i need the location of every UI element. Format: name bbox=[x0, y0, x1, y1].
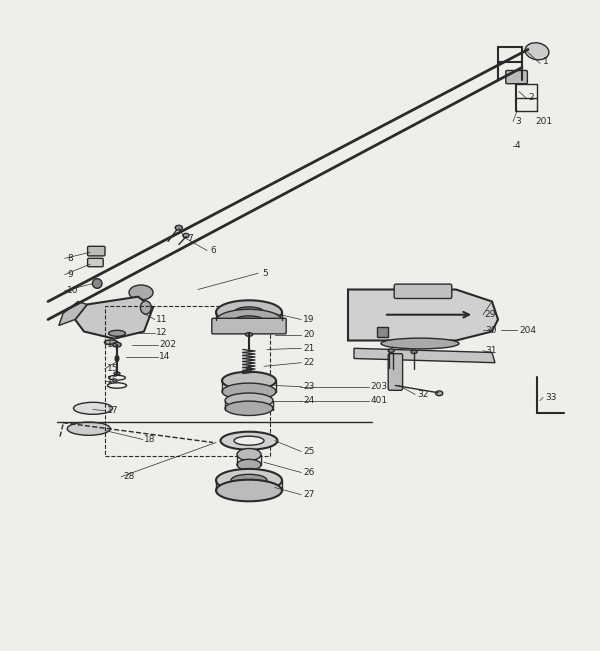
Ellipse shape bbox=[104, 340, 118, 344]
Ellipse shape bbox=[436, 391, 443, 396]
Ellipse shape bbox=[525, 43, 549, 60]
Text: 26: 26 bbox=[303, 468, 314, 477]
Text: 10: 10 bbox=[67, 286, 79, 295]
Text: 202: 202 bbox=[159, 340, 176, 349]
Ellipse shape bbox=[411, 350, 417, 353]
Text: 5: 5 bbox=[262, 269, 268, 278]
Ellipse shape bbox=[237, 449, 261, 460]
FancyBboxPatch shape bbox=[212, 318, 286, 334]
Text: 13: 13 bbox=[107, 340, 118, 349]
Circle shape bbox=[92, 279, 102, 288]
Text: 33: 33 bbox=[545, 393, 556, 402]
FancyBboxPatch shape bbox=[388, 353, 403, 391]
Ellipse shape bbox=[225, 393, 273, 408]
Text: 16: 16 bbox=[107, 376, 118, 385]
Text: 204: 204 bbox=[519, 326, 536, 335]
Text: 20: 20 bbox=[303, 330, 314, 339]
Ellipse shape bbox=[234, 316, 264, 326]
Text: 30: 30 bbox=[485, 326, 496, 335]
Polygon shape bbox=[75, 297, 153, 339]
Ellipse shape bbox=[234, 436, 264, 445]
Text: 17: 17 bbox=[107, 406, 118, 415]
Ellipse shape bbox=[221, 432, 277, 450]
Text: 25: 25 bbox=[303, 447, 314, 456]
Ellipse shape bbox=[74, 402, 113, 414]
Polygon shape bbox=[348, 290, 498, 340]
Bar bbox=[377, 327, 388, 337]
Bar bbox=[105, 307, 270, 456]
Text: 3: 3 bbox=[515, 117, 521, 126]
Ellipse shape bbox=[245, 333, 253, 337]
Text: 6: 6 bbox=[210, 246, 216, 255]
Ellipse shape bbox=[175, 225, 182, 230]
Ellipse shape bbox=[237, 460, 261, 470]
Text: 12: 12 bbox=[156, 328, 167, 337]
Ellipse shape bbox=[114, 372, 120, 375]
Text: 27: 27 bbox=[303, 490, 314, 499]
Text: 15: 15 bbox=[107, 364, 118, 373]
Ellipse shape bbox=[67, 422, 110, 436]
FancyBboxPatch shape bbox=[394, 284, 452, 299]
Ellipse shape bbox=[231, 475, 267, 486]
Text: 1: 1 bbox=[543, 57, 549, 66]
Text: 9: 9 bbox=[67, 270, 73, 279]
Text: 24: 24 bbox=[303, 396, 314, 405]
Ellipse shape bbox=[234, 307, 264, 318]
Ellipse shape bbox=[129, 285, 153, 300]
Ellipse shape bbox=[216, 300, 282, 324]
Text: 28: 28 bbox=[123, 472, 134, 481]
Ellipse shape bbox=[388, 349, 394, 352]
FancyBboxPatch shape bbox=[506, 70, 527, 84]
Text: 8: 8 bbox=[67, 254, 73, 263]
Text: 4: 4 bbox=[515, 141, 520, 150]
Ellipse shape bbox=[109, 330, 125, 337]
Ellipse shape bbox=[183, 234, 189, 238]
Ellipse shape bbox=[225, 401, 273, 415]
Polygon shape bbox=[354, 348, 495, 363]
Text: 14: 14 bbox=[159, 352, 170, 361]
Ellipse shape bbox=[216, 469, 282, 492]
FancyBboxPatch shape bbox=[88, 258, 103, 267]
FancyBboxPatch shape bbox=[88, 246, 105, 256]
Text: 21: 21 bbox=[303, 344, 314, 353]
Ellipse shape bbox=[115, 355, 119, 361]
Ellipse shape bbox=[216, 309, 282, 332]
Text: 18: 18 bbox=[144, 435, 155, 444]
Text: 401: 401 bbox=[371, 396, 388, 405]
Ellipse shape bbox=[140, 301, 151, 314]
Text: 29: 29 bbox=[485, 310, 496, 319]
Text: 11: 11 bbox=[156, 315, 167, 324]
Ellipse shape bbox=[222, 372, 276, 390]
Text: 22: 22 bbox=[303, 358, 314, 367]
Text: 2: 2 bbox=[528, 93, 533, 102]
Text: 19: 19 bbox=[303, 315, 314, 324]
Text: 203: 203 bbox=[371, 382, 388, 391]
Ellipse shape bbox=[113, 342, 121, 347]
Ellipse shape bbox=[381, 338, 459, 349]
Ellipse shape bbox=[216, 480, 282, 501]
Ellipse shape bbox=[222, 383, 276, 400]
Ellipse shape bbox=[247, 367, 251, 374]
Text: 23: 23 bbox=[303, 382, 314, 391]
Text: 7: 7 bbox=[187, 234, 193, 243]
Text: 201: 201 bbox=[536, 117, 553, 126]
Polygon shape bbox=[59, 301, 87, 326]
Text: 31: 31 bbox=[485, 346, 496, 355]
Text: 32: 32 bbox=[417, 390, 428, 399]
